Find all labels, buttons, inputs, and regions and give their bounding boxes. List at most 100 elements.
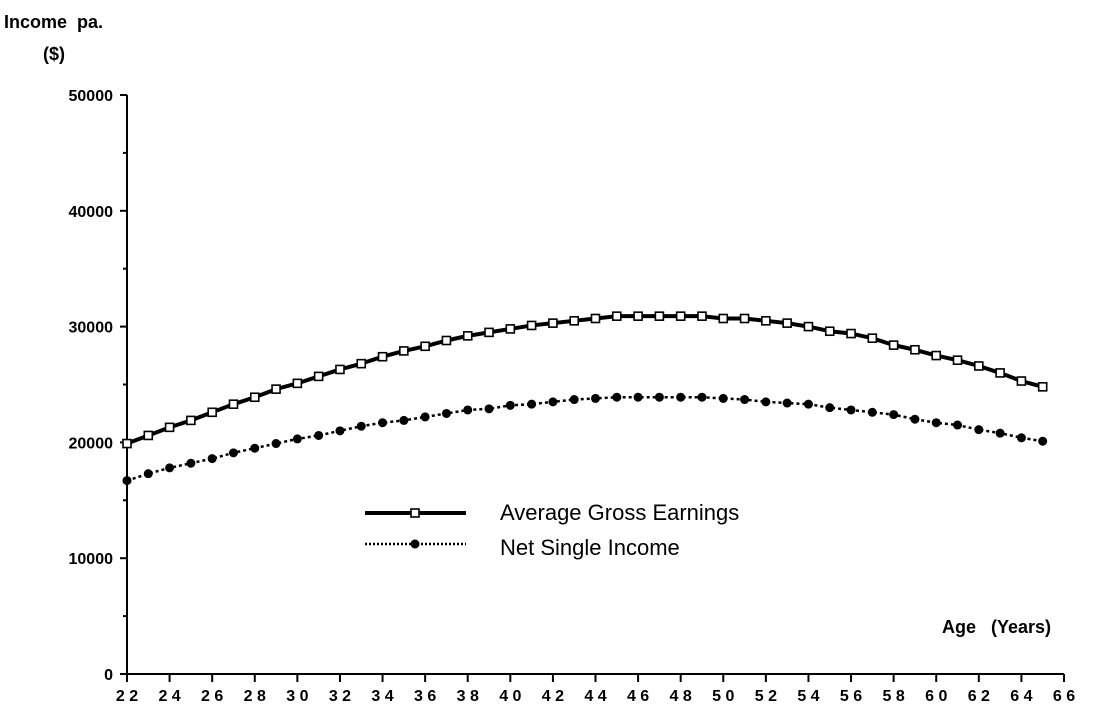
legend-label-average-gross-earnings: Average Gross Earnings [500, 500, 740, 525]
data-point-circle [654, 392, 664, 402]
data-point-square [910, 344, 920, 355]
data-point-square [356, 358, 367, 369]
x-tick-label: 3 6 [414, 688, 436, 705]
x-tick-label: 2 2 [116, 688, 138, 705]
series-line-1 [126, 395, 1043, 482]
data-point-circle [122, 476, 132, 486]
data-point-circle [889, 410, 899, 420]
x-tick-label: 3 0 [286, 688, 308, 705]
data-point-square [739, 313, 750, 324]
data-point-square [633, 311, 643, 321]
data-point-circle [314, 430, 324, 440]
data-point-square [569, 316, 580, 326]
x-tick-label: 5 4 [797, 688, 819, 705]
x-tick-label: 5 6 [840, 688, 862, 705]
data-point-circle [569, 395, 579, 405]
data-point-square [377, 351, 388, 362]
legend-label-net-single-income: Net Single Income [500, 535, 680, 560]
legend-marker-circle [410, 539, 420, 549]
data-point-square [611, 311, 622, 321]
data-point-square [228, 399, 239, 409]
data-point-square [548, 318, 558, 328]
x-tick-label: 5 8 [883, 688, 905, 705]
data-point-circle [1038, 436, 1048, 446]
data-point-square [697, 311, 707, 321]
data-point-square [164, 422, 175, 433]
data-point-circle [356, 421, 366, 431]
data-point-circle [207, 454, 217, 464]
y-axis-label-line1: Income pa. [4, 12, 104, 32]
data-point-circle [953, 420, 963, 430]
data-point-square [207, 407, 217, 418]
x-tick-label: 6 0 [925, 688, 947, 705]
x-axis-label: Age (Years) [942, 617, 1052, 637]
data-point-circle [484, 404, 494, 414]
data-point-circle [782, 398, 792, 408]
legend-marker-square [410, 508, 420, 518]
data-point-square [718, 313, 729, 324]
data-point-circle [250, 443, 260, 453]
data-point-circle [143, 469, 153, 479]
data-point-square [974, 361, 984, 371]
x-tick-label: 6 4 [1010, 688, 1032, 705]
data-point-square [782, 318, 792, 328]
data-point-circle [228, 448, 238, 458]
x-tick-label: 4 4 [584, 688, 606, 705]
data-point-circle [1016, 433, 1026, 443]
data-point-square [122, 438, 132, 449]
x-tick-label: 4 6 [627, 688, 649, 705]
data-point-circle [846, 405, 856, 415]
data-point-circle [591, 393, 600, 403]
data-point-square [590, 313, 601, 324]
data-point-square [846, 328, 856, 339]
data-point-circle [761, 397, 771, 407]
data-point-square [1037, 382, 1048, 392]
data-point-circle [335, 426, 345, 436]
data-point-circle [378, 418, 388, 428]
y-tick-label: 20000 [69, 435, 114, 452]
data-point-square [803, 321, 814, 332]
data-point-circle [186, 458, 196, 468]
y-tick-label: 0 [104, 667, 113, 684]
data-point-square [271, 384, 281, 394]
data-point-circle [420, 412, 430, 422]
y-axis-label-line2: ($) [43, 44, 65, 64]
y-tick-label: 40000 [69, 204, 114, 221]
data-point-square [249, 392, 260, 403]
data-point-square [484, 327, 494, 338]
x-tick-label: 2 6 [201, 688, 223, 705]
data-point-square [335, 364, 345, 375]
data-point-circle [867, 407, 877, 417]
x-tick-label: 4 0 [499, 688, 521, 705]
data-point-circle [718, 393, 728, 403]
data-point-square [143, 430, 154, 441]
x-tick-label: 6 2 [968, 688, 990, 705]
data-point-square [399, 346, 409, 356]
data-point-square [995, 368, 1005, 378]
y-tick-label: 30000 [69, 320, 114, 337]
data-point-square [526, 320, 537, 331]
data-point-square [888, 340, 899, 350]
x-tick-label: 3 2 [329, 688, 351, 705]
data-point-square [505, 324, 516, 334]
data-point-circle [271, 439, 281, 449]
data-point-circle [931, 418, 941, 428]
data-point-circle [974, 425, 984, 435]
series-line-0 [126, 314, 1044, 446]
data-point-circle [548, 397, 558, 407]
data-point-square [867, 333, 878, 343]
x-tick-label: 2 4 [158, 688, 180, 705]
data-point-circle [803, 399, 813, 409]
x-tick-label: 4 2 [542, 688, 564, 705]
data-point-circle [463, 405, 473, 415]
data-point-square [462, 331, 473, 341]
data-point-square [292, 378, 303, 389]
x-tick-label: 3 4 [371, 688, 393, 705]
data-point-circle [399, 415, 409, 425]
x-tick-label: 2 8 [244, 688, 266, 705]
data-point-square [1016, 376, 1027, 386]
data-point-circle [612, 392, 622, 402]
x-tick-label: 4 8 [670, 688, 692, 705]
data-point-square [931, 350, 942, 361]
